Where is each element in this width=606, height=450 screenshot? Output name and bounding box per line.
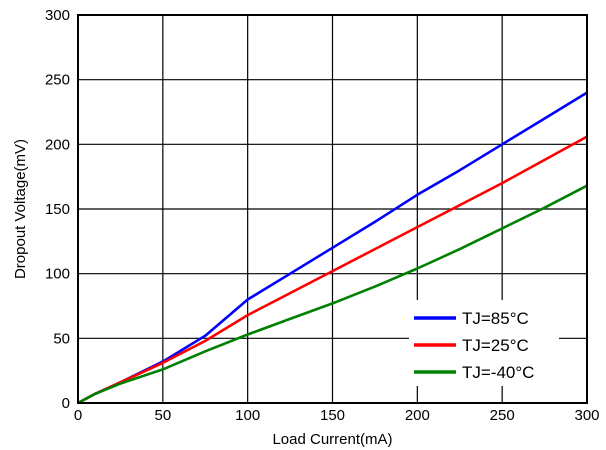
x-axis-label: Load Current(mA) [272, 431, 392, 448]
x-tick-label: 150 [320, 407, 345, 424]
x-tick-label: 300 [574, 407, 599, 424]
legend-label: TJ=-40°C [462, 363, 534, 382]
y-tick-label: 100 [45, 266, 70, 283]
legend-label: TJ=25°C [462, 336, 529, 355]
series-line [77, 135, 588, 405]
y-axis-label: Dropout Voltage(mV) [12, 139, 29, 279]
legend: TJ=85°C TJ=25°C TJ=-40°C [409, 300, 559, 386]
y-tick-label: 300 [45, 7, 70, 24]
x-tick-label: 0 [74, 407, 82, 424]
series-lines [77, 91, 588, 405]
y-tick-label: 200 [45, 136, 70, 153]
y-tick-label: 0 [62, 395, 70, 412]
x-tick-label: 200 [405, 407, 430, 424]
plot-frame [77, 14, 588, 404]
y-tick-label: 50 [53, 330, 70, 347]
y-tick-label: 250 [45, 72, 70, 89]
tick-labels: 0 50 100 150 200 250 300 0 50 100 150 200 250 300 [45, 7, 600, 424]
x-tick-label: 250 [490, 407, 515, 424]
x-tick-label: 50 [154, 407, 171, 424]
legend-label: TJ=85°C [462, 309, 529, 328]
x-tick-label: 100 [235, 407, 260, 424]
y-tick-label: 150 [45, 201, 70, 218]
series-line [77, 184, 588, 405]
